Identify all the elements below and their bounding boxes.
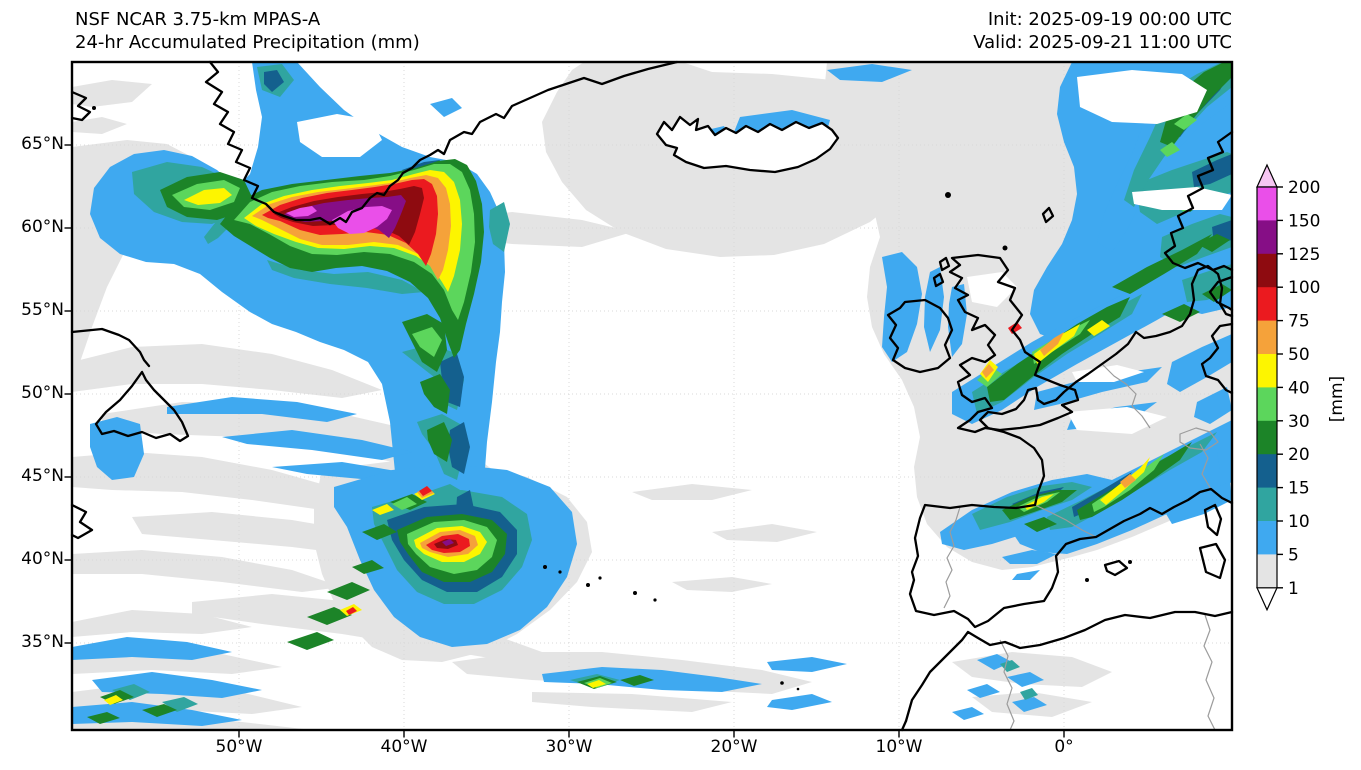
coast-sardinia xyxy=(1200,544,1225,578)
lat-tick-label: 45°N xyxy=(0,466,64,486)
colorbar-segment xyxy=(1257,354,1277,388)
init-time-label: Init: 2025-09-19 00:00 UTC xyxy=(900,8,1232,31)
lon-tick-label: 10°W xyxy=(859,737,939,757)
colorbar-under-arrow xyxy=(1257,588,1277,610)
colorbar-tick-label: 30 xyxy=(1288,412,1310,432)
coast-azores-4 xyxy=(598,576,601,579)
coast-nova-scotia xyxy=(72,505,92,538)
lon-tick-label: 30°W xyxy=(529,737,609,757)
colorbar-tick-label: 20 xyxy=(1288,445,1310,465)
border-algeria-tunisia xyxy=(1204,615,1215,730)
colorbar-tick-label: 5 xyxy=(1288,545,1299,565)
valid-time-label: Valid: 2025-09-21 11:00 UTC xyxy=(900,31,1232,54)
colorbar-segment xyxy=(1257,220,1277,254)
coast-azores-6 xyxy=(653,598,656,601)
colorbar-segment xyxy=(1257,321,1277,355)
island-dot xyxy=(92,106,96,110)
lon-tick-label: 20°W xyxy=(694,737,774,757)
colorbar-segment xyxy=(1257,287,1277,321)
colorbar-segment xyxy=(1257,554,1277,588)
colorbar-over-arrow xyxy=(1257,165,1277,187)
lon-tick-label: 50°W xyxy=(199,737,279,757)
colorbar-tick-label: 150 xyxy=(1288,211,1320,231)
colorbar-segment xyxy=(1257,387,1277,421)
colorbar-tick-label: 200 xyxy=(1288,178,1320,198)
colorbar-unit-label: [mm] xyxy=(1327,369,1347,429)
coast-azores-2 xyxy=(558,570,561,573)
colorbar-segment xyxy=(1257,521,1277,555)
coast-mallorca xyxy=(1105,561,1127,575)
lat-tick-label: 35°N xyxy=(0,632,64,652)
coast-azores-5 xyxy=(633,591,637,595)
lat-tick-label: 65°N xyxy=(0,134,64,154)
coast-madeira-2 xyxy=(797,688,800,691)
lon-tick-label: 0° xyxy=(1024,737,1104,757)
lat-tick-label: 50°N xyxy=(0,383,64,403)
colorbar-segment xyxy=(1257,254,1277,288)
coast-azores xyxy=(543,565,547,569)
colorbar-tick-label: 1 xyxy=(1288,579,1299,599)
colorbar-segment xyxy=(1257,454,1277,488)
page-title: NSF NCAR 3.75-km MPAS-A xyxy=(75,8,320,31)
weather-map-page: NSF NCAR 3.75-km MPAS-A 24-hr Accumulate… xyxy=(0,0,1361,770)
colorbar-tick-label: 10 xyxy=(1288,512,1310,532)
coast-azores-3 xyxy=(586,583,590,587)
colorbar-segment xyxy=(1257,488,1277,522)
colorbar-tick-label: 50 xyxy=(1288,345,1310,365)
colorbar-segment xyxy=(1257,187,1277,221)
coast-menorca xyxy=(1128,560,1132,564)
map-canvas xyxy=(62,52,1242,744)
coast-morocco-south xyxy=(902,721,906,730)
colorbar-tick-label: 100 xyxy=(1288,278,1320,298)
colorbar-tick-label: 75 xyxy=(1288,312,1310,332)
lon-tick-label: 40°W xyxy=(364,737,444,757)
lat-tick-label: 60°N xyxy=(0,217,64,237)
coast-faroe xyxy=(945,192,951,198)
lat-tick-label: 40°N xyxy=(0,549,64,569)
coast-madeira xyxy=(780,681,784,685)
colorbar-tick-label: 15 xyxy=(1288,479,1310,499)
colorbar-segment xyxy=(1257,421,1277,455)
colorbar-tick-label: 40 xyxy=(1288,378,1310,398)
page-subtitle: 24-hr Accumulated Precipitation (mm) xyxy=(75,31,420,54)
coast-ibiza xyxy=(1085,578,1089,582)
coast-orkney xyxy=(1003,246,1008,251)
colorbar-tick-label: 125 xyxy=(1288,245,1320,265)
lat-tick-label: 55°N xyxy=(0,300,64,320)
